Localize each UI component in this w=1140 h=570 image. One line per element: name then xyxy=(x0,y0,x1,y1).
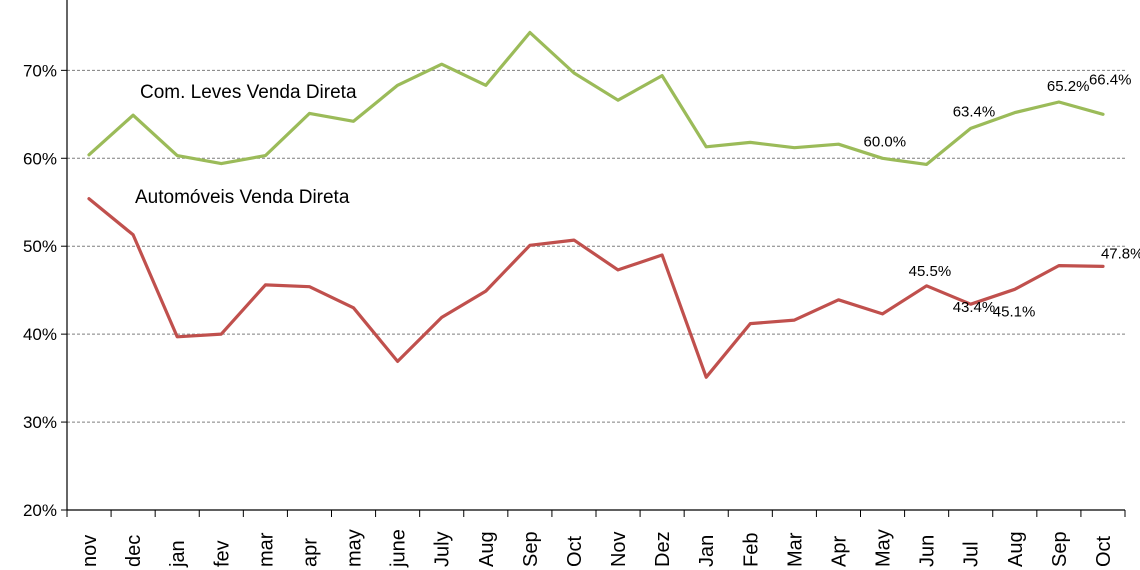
data-label: 66.4% xyxy=(1089,71,1132,88)
x-tick-label: Aug xyxy=(476,531,498,567)
data-label: 47.8% xyxy=(1101,245,1140,262)
x-tick-label: Mar xyxy=(784,532,806,567)
x-tick-label: July xyxy=(432,531,454,567)
series-label-1: Automóveis Venda Direta xyxy=(135,187,350,208)
x-tick-label: fev xyxy=(211,540,233,567)
y-tick-label: 40% xyxy=(23,325,57,344)
y-tick-label: 60% xyxy=(23,149,57,168)
series-label-0: Com. Leves Venda Direta xyxy=(140,82,357,103)
x-tick-label: dec xyxy=(123,535,145,567)
series-labels: Com. Leves Venda Direta Automóveis Venda … xyxy=(135,82,357,208)
x-tick-label: Dez xyxy=(652,531,674,567)
x-tick-label: Jan xyxy=(696,535,718,567)
x-tick-label: apr xyxy=(299,538,321,567)
data-labels: 66.4%65.2% 63.4% 60.0% 47.8% 45.5% 43.4%45.1% xyxy=(864,71,1140,320)
y-tick-label: 70% xyxy=(23,61,57,80)
data-label: 65.2% xyxy=(1047,78,1090,95)
x-tick-label: Aug xyxy=(1005,531,1027,567)
x-tick-label: Apr xyxy=(828,536,850,567)
x-tick-label: may xyxy=(344,529,366,567)
gridlines xyxy=(67,69,1125,423)
data-label: 45.1% xyxy=(993,303,1036,320)
series-line-0 xyxy=(87,30,1105,166)
y-tick-label: 20% xyxy=(23,501,57,520)
series-lines xyxy=(87,30,1105,379)
x-tick-label: May xyxy=(873,529,895,567)
x-tick-label: june xyxy=(388,529,410,568)
x-tick-label: Feb xyxy=(740,533,762,567)
data-label: 63.4% xyxy=(953,103,996,120)
x-tick-label: Sep xyxy=(520,531,542,567)
x-tick-label: Oct xyxy=(1093,535,1115,567)
x-tick-label: Nov xyxy=(608,531,630,567)
data-label: 60.0% xyxy=(864,133,907,150)
x-tick-label: mar xyxy=(255,532,277,567)
axes xyxy=(61,0,1126,517)
data-label: 43.4% xyxy=(953,299,996,316)
y-tick-label: 50% xyxy=(23,237,57,256)
x-tick-labels: nov dec jan fev mar apr may june July Aug Sep Oct No… xyxy=(79,529,1115,568)
y-tick-labels: 20% 30% 40% 50% 60% 70% xyxy=(23,61,57,520)
x-tick-label: Oct xyxy=(564,535,586,567)
data-label: 45.5% xyxy=(909,263,952,280)
y-tick-label: 30% xyxy=(23,413,57,432)
x-tick-label: Jul xyxy=(961,541,983,567)
x-tick-label: nov xyxy=(79,535,101,567)
x-tick-label: jan xyxy=(167,540,189,568)
x-tick-label: Jun xyxy=(917,535,939,567)
x-tick-label: Sep xyxy=(1049,531,1071,567)
series-line-1 xyxy=(87,197,1105,379)
